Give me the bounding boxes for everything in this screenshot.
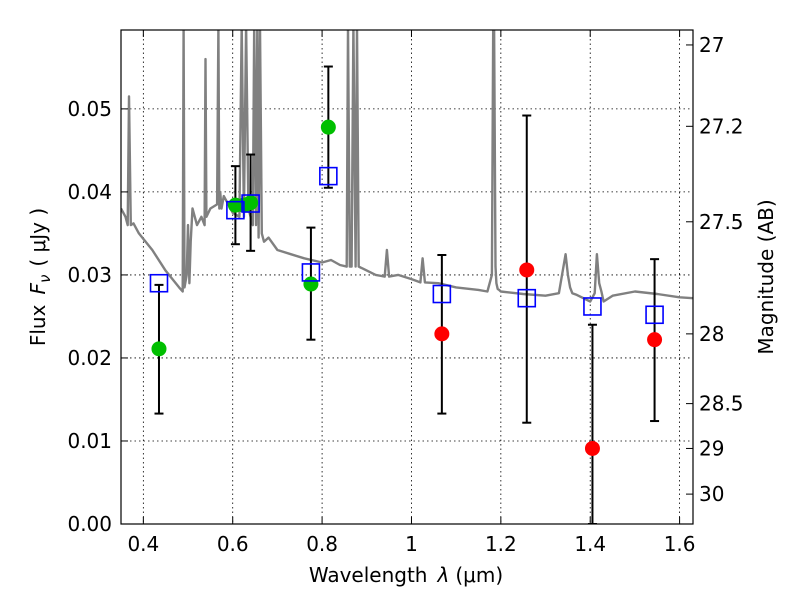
y-tick-label: 0.03 xyxy=(67,263,112,287)
y-tick-label: 0.00 xyxy=(67,512,112,536)
point-layer xyxy=(149,119,664,456)
right-tick-label: 28.5 xyxy=(699,392,744,416)
x-tick-label: 1 xyxy=(405,532,418,556)
green-data-point xyxy=(303,276,319,292)
right-tick-label: 29 xyxy=(699,436,724,460)
green-data-point xyxy=(320,119,336,135)
green-data-point xyxy=(151,341,167,357)
y-right-axis-label: Magnitude (AB) xyxy=(754,199,778,354)
right-tick-label: 27.2 xyxy=(699,114,744,138)
y-tick-label: 0.02 xyxy=(67,346,112,370)
model-square-point xyxy=(149,273,169,293)
spectrum-line xyxy=(121,30,693,303)
model-square-point xyxy=(241,194,260,213)
x-tick-label: 0.4 xyxy=(127,532,159,556)
x-axis-label: Wavelength λ (μm) xyxy=(309,563,503,587)
right-tick-label: 27 xyxy=(699,33,724,57)
ticks: 0.4 0.6 0.8 1 1.2 1.4 1.6 0.00 0.01 0.02 0.03 0.04 0… xyxy=(67,30,744,556)
right-tick-label: 28 xyxy=(699,322,724,346)
x-tick-label: 1.2 xyxy=(485,532,517,556)
right-tick-label: 27.5 xyxy=(699,210,744,234)
model-square-point xyxy=(432,284,452,304)
model-square-point xyxy=(583,297,602,316)
model-square-point xyxy=(517,288,537,308)
model-square-point xyxy=(301,263,321,282)
y-axis-label: FluxFν( μJy ) xyxy=(26,208,54,346)
red-data-point xyxy=(584,440,600,456)
right-tick-label: 30 xyxy=(699,482,724,506)
red-data-point xyxy=(434,326,450,342)
model-square-point xyxy=(319,166,338,186)
model-square-point xyxy=(645,305,664,325)
x-tick-label: 0.8 xyxy=(306,532,338,556)
plot-frame xyxy=(120,29,694,525)
red-data-point xyxy=(647,332,663,348)
x-tick-label: 0.6 xyxy=(217,532,249,556)
spectrum-layer xyxy=(121,30,693,303)
y-tick-label: 0.01 xyxy=(67,429,112,453)
x-tick-label: 1.4 xyxy=(574,532,606,556)
y-tick-label: 0.04 xyxy=(67,180,112,204)
y-tick-label: 0.05 xyxy=(67,97,112,121)
red-data-point xyxy=(519,262,535,278)
green-data-point xyxy=(243,195,259,211)
x-tick-label: 1.6 xyxy=(664,532,696,556)
errorbar-layer xyxy=(154,65,660,524)
model-square-point xyxy=(226,200,245,220)
